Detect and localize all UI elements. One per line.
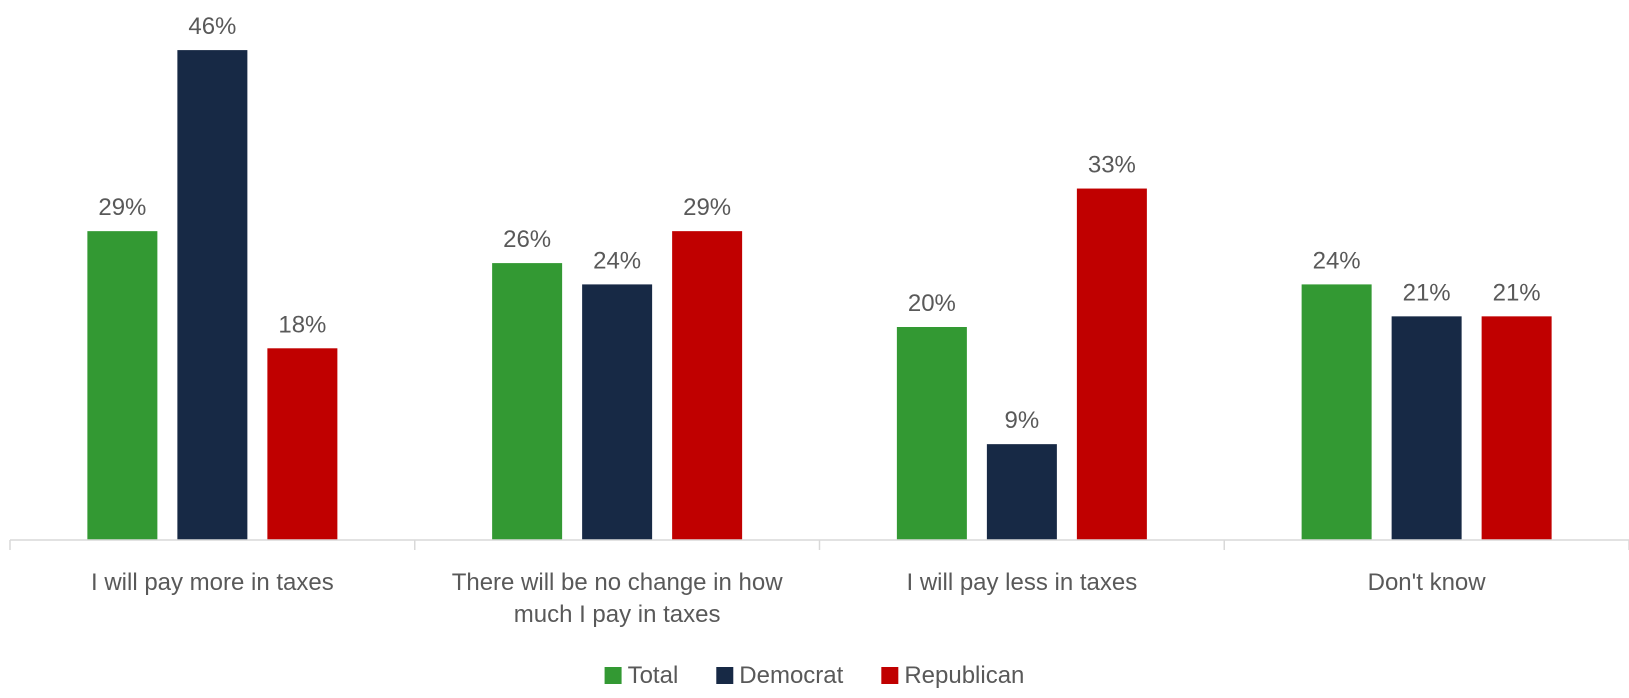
category-label-1: There will be no change in how much I pay… [452, 569, 784, 628]
legend-swatch-democrat [716, 667, 734, 684]
value-label-republican-2: 33% [1088, 152, 1136, 179]
category-label-0: I will pay more in taxes [91, 569, 334, 596]
legend-swatch-republican [881, 667, 899, 684]
value-label-democrat-2: 9% [1005, 407, 1040, 434]
legend-label-republican: Republican [904, 662, 1024, 689]
category-labels-layer: I will pay more in taxes There will be no… [91, 569, 1486, 628]
value-label-republican-0: 18% [278, 311, 326, 338]
legend-label-democrat: Democrat [739, 662, 843, 689]
category-label-2: I will pay less in taxes [906, 569, 1137, 596]
bar-total-1 [492, 263, 563, 540]
value-labels-layer: 29% 46% 18% 26% 24% 29% 20% 9% 33% 24% 21% 21% [98, 13, 1540, 434]
value-label-republican-1: 29% [683, 194, 731, 221]
bars-layer [87, 50, 1552, 541]
value-label-total-3: 24% [1313, 247, 1361, 274]
value-label-republican-3: 21% [1493, 279, 1541, 306]
bar-democrat-1 [582, 284, 653, 540]
bar-republican-3 [1481, 316, 1552, 540]
value-label-democrat-1: 24% [593, 247, 641, 274]
bar-democrat-2 [986, 444, 1057, 540]
legend-label-total: Total [628, 662, 679, 689]
bar-democrat-0 [177, 50, 248, 540]
value-label-total-2: 20% [908, 290, 956, 317]
legend: Total Democrat Republican [604, 662, 1024, 689]
value-label-democrat-3: 21% [1403, 279, 1451, 306]
value-label-democrat-0: 46% [188, 13, 236, 40]
legend-swatch-total [604, 667, 622, 684]
x-axis [9, 539, 1629, 550]
value-label-total-0: 29% [98, 194, 146, 221]
bar-democrat-3 [1391, 316, 1462, 540]
bar-republican-0 [267, 348, 338, 540]
bar-republican-1 [672, 231, 743, 540]
bar-total-2 [896, 327, 967, 540]
value-label-total-1: 26% [503, 226, 551, 253]
bar-total-0 [87, 231, 158, 540]
category-label-3: Don't know [1368, 569, 1487, 596]
bar-total-3 [1301, 284, 1372, 540]
bar-republican-2 [1076, 188, 1147, 541]
